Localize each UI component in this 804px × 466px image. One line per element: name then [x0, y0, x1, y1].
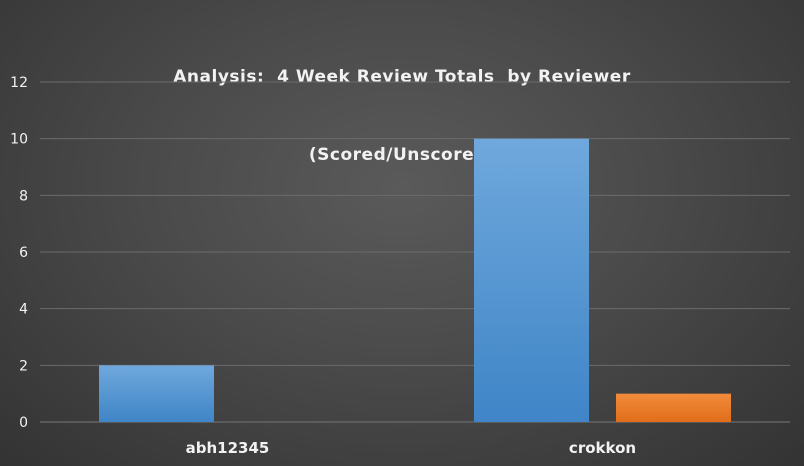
y-tick-label: 10 — [10, 132, 28, 148]
y-tick-label: 12 — [10, 75, 28, 91]
x-category-label: crokkon — [569, 439, 636, 457]
x-axis-category-labels: abh12345 crokkon — [186, 439, 636, 457]
y-tick-label: 0 — [19, 415, 28, 431]
x-category-label: abh12345 — [186, 439, 270, 457]
bar-crokkon-series-1 — [474, 138, 589, 422]
y-tick-label: 6 — [19, 245, 28, 261]
bar-crokkon-series-2 — [616, 393, 731, 422]
y-tick-label: 4 — [19, 302, 28, 318]
y-axis-tick-labels: 0 2 4 6 8 10 12 — [10, 75, 28, 431]
bars — [99, 138, 731, 422]
chart-subtitle-line: (Scored/Unscored) — [308, 145, 496, 165]
y-tick-label: 8 — [19, 188, 28, 204]
y-tick-label: 2 — [19, 358, 28, 374]
bar-abh12345-series-1 — [99, 365, 214, 422]
